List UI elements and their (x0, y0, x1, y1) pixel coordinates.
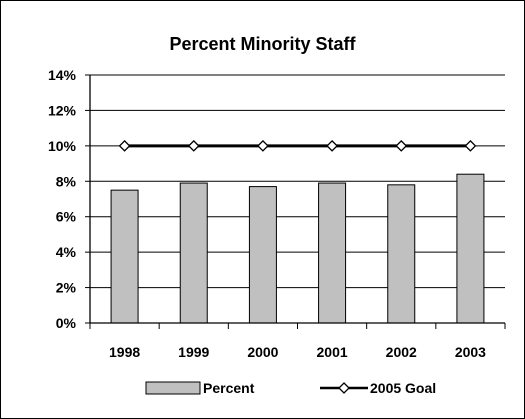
goal-marker-2002 (395, 139, 408, 152)
goal-marker-2000 (256, 139, 269, 152)
x-tick-labels: 1998 1999 2000 2001 2002 2003 (109, 344, 486, 360)
x-tick-label: 1998 (109, 344, 140, 360)
bar-percent-2003 (456, 173, 485, 324)
bar-percent-1998 (110, 189, 139, 324)
bar-percent-2002 (387, 184, 416, 324)
legend: Percent 2005 Goal (145, 380, 436, 396)
gridlines (90, 74, 505, 289)
bar-percent-1999 (179, 182, 208, 324)
x-tick-label: 2000 (247, 344, 278, 360)
y-tick-label: 2% (56, 280, 77, 296)
goal-line-series (118, 139, 477, 152)
goal-marker-1999 (187, 139, 200, 152)
y-tick-label: 6% (56, 209, 77, 225)
chart-title: Percent Minority Staff (169, 34, 356, 54)
y-tick-label: 0% (56, 315, 77, 331)
x-tick-label: 1999 (178, 344, 209, 360)
x-tick-label: 2001 (317, 344, 348, 360)
y-tick-label: 14% (48, 67, 77, 83)
y-tick-labels: 0% 2% 4% 6% 8% 10% 12% 14% (48, 67, 77, 331)
legend-label-percent: Percent (203, 380, 255, 396)
legend-swatch-goal-marker (338, 382, 350, 394)
y-tick-label: 4% (56, 244, 77, 260)
axes (85, 74, 506, 329)
goal-marker-1998 (118, 139, 131, 152)
x-tick-label: 2003 (455, 344, 486, 360)
x-tick-label: 2002 (386, 344, 417, 360)
y-tick-label: 8% (56, 173, 77, 189)
legend-swatch-percent (145, 381, 201, 395)
legend-label-goal: 2005 Goal (370, 380, 436, 396)
bar-percent-2001 (318, 182, 347, 324)
y-tick-label: 10% (48, 138, 77, 154)
goal-marker-2001 (326, 139, 339, 152)
goal-marker-2003 (464, 139, 477, 152)
bar-series (110, 173, 485, 324)
bar-percent-2000 (248, 186, 277, 324)
y-tick-label: 12% (48, 102, 77, 118)
